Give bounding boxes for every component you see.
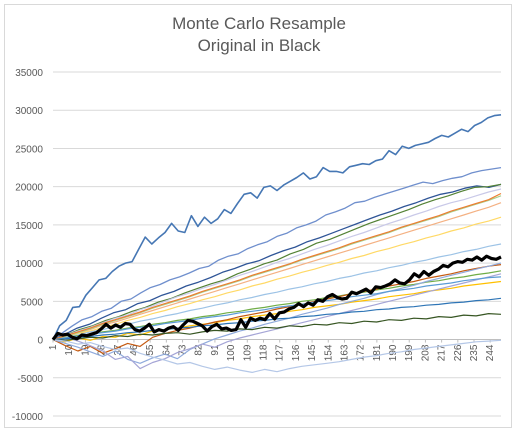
x-tick-label-19: 172 <box>356 344 367 361</box>
resample-series-line-18 <box>52 313 502 341</box>
x-tick-label-22: 199 <box>404 344 415 361</box>
x-tick-label-4: 37 <box>113 344 124 356</box>
x-tick-label-6: 55 <box>145 344 156 356</box>
resample-series-line-7 <box>52 216 502 341</box>
resample-series-line-6 <box>52 202 502 341</box>
x-tick-label-14: 127 <box>275 344 286 361</box>
y-tick-label-4: 15000 <box>15 221 43 232</box>
resample-series-line-5 <box>52 188 502 341</box>
x-tick-label-18: 163 <box>339 344 350 361</box>
y-tick-label-8: -5000 <box>17 374 43 385</box>
x-tick-label-3: 28 <box>97 344 108 356</box>
x-tick-label-8: 73 <box>178 344 189 356</box>
y-tick-label-2: 25000 <box>15 144 43 155</box>
y-tick-label-3: 20000 <box>15 183 43 194</box>
x-tick-label-20: 181 <box>372 344 383 361</box>
chart-subtitle: Original in Black <box>197 36 321 55</box>
x-tick-label-7: 64 <box>161 344 172 356</box>
plot-svg: 35000 30000 25000 20000 15000 10000 5000 0 -5000… <box>12 68 502 423</box>
resample-series-line-17 <box>52 297 502 341</box>
resample-series-line-12 <box>52 262 502 364</box>
x-tick-label-26: 235 <box>469 344 480 361</box>
x-tick-label-11: 100 <box>226 344 237 361</box>
y-tick-label-6: 5000 <box>21 297 44 308</box>
x-tick-label-13: 118 <box>259 344 270 360</box>
x-tick-label-15: 136 <box>291 344 302 361</box>
y-tick-label-0: 35000 <box>15 68 43 79</box>
resample-series-line-19 <box>52 339 502 373</box>
x-tick-label-5: 46 <box>129 344 140 356</box>
y-tick-label-5: 10000 <box>15 259 43 270</box>
x-tick-label-0: 1 <box>48 344 59 350</box>
resample-series-line-11 <box>52 264 502 354</box>
resample-series-line-16 <box>52 276 502 341</box>
resample-series-line-2 <box>52 166 502 341</box>
resample-series-line-9 <box>52 270 502 341</box>
chart-area: Monte Carlo Resample Original in Black 3… <box>4 4 512 428</box>
resample-series-line-1 <box>52 114 502 340</box>
x-tick-label-23: 208 <box>420 344 431 361</box>
x-tick-label-1: 10 <box>64 344 75 356</box>
x-tick-label-10: 91 <box>210 344 221 356</box>
y-tick-label-9: -10000 <box>12 412 44 423</box>
x-tick-label-25: 226 <box>453 344 464 361</box>
x-tick-label-27: 244 <box>485 344 496 361</box>
resample-series-line-8 <box>52 243 502 341</box>
x-tick-label-16: 145 <box>307 344 318 361</box>
original-series-line <box>51 254 502 341</box>
x-tick-label-9: 82 <box>194 344 205 356</box>
chart-title: Monte Carlo Resample <box>172 14 346 33</box>
resample-series-line-13 <box>52 273 502 370</box>
y-tick-label-7: 0 <box>37 336 43 347</box>
resample-series-line-3 <box>52 183 502 341</box>
y-tick-label-1: 30000 <box>15 106 43 117</box>
x-tick-label-17: 154 <box>323 344 334 361</box>
resample-series-line-14 <box>52 195 502 341</box>
x-tick-label-12: 109 <box>242 344 253 361</box>
resample-series-line-15 <box>52 192 502 341</box>
resample-series-line-4 <box>52 183 502 341</box>
x-tick-label-24: 217 <box>437 344 448 361</box>
